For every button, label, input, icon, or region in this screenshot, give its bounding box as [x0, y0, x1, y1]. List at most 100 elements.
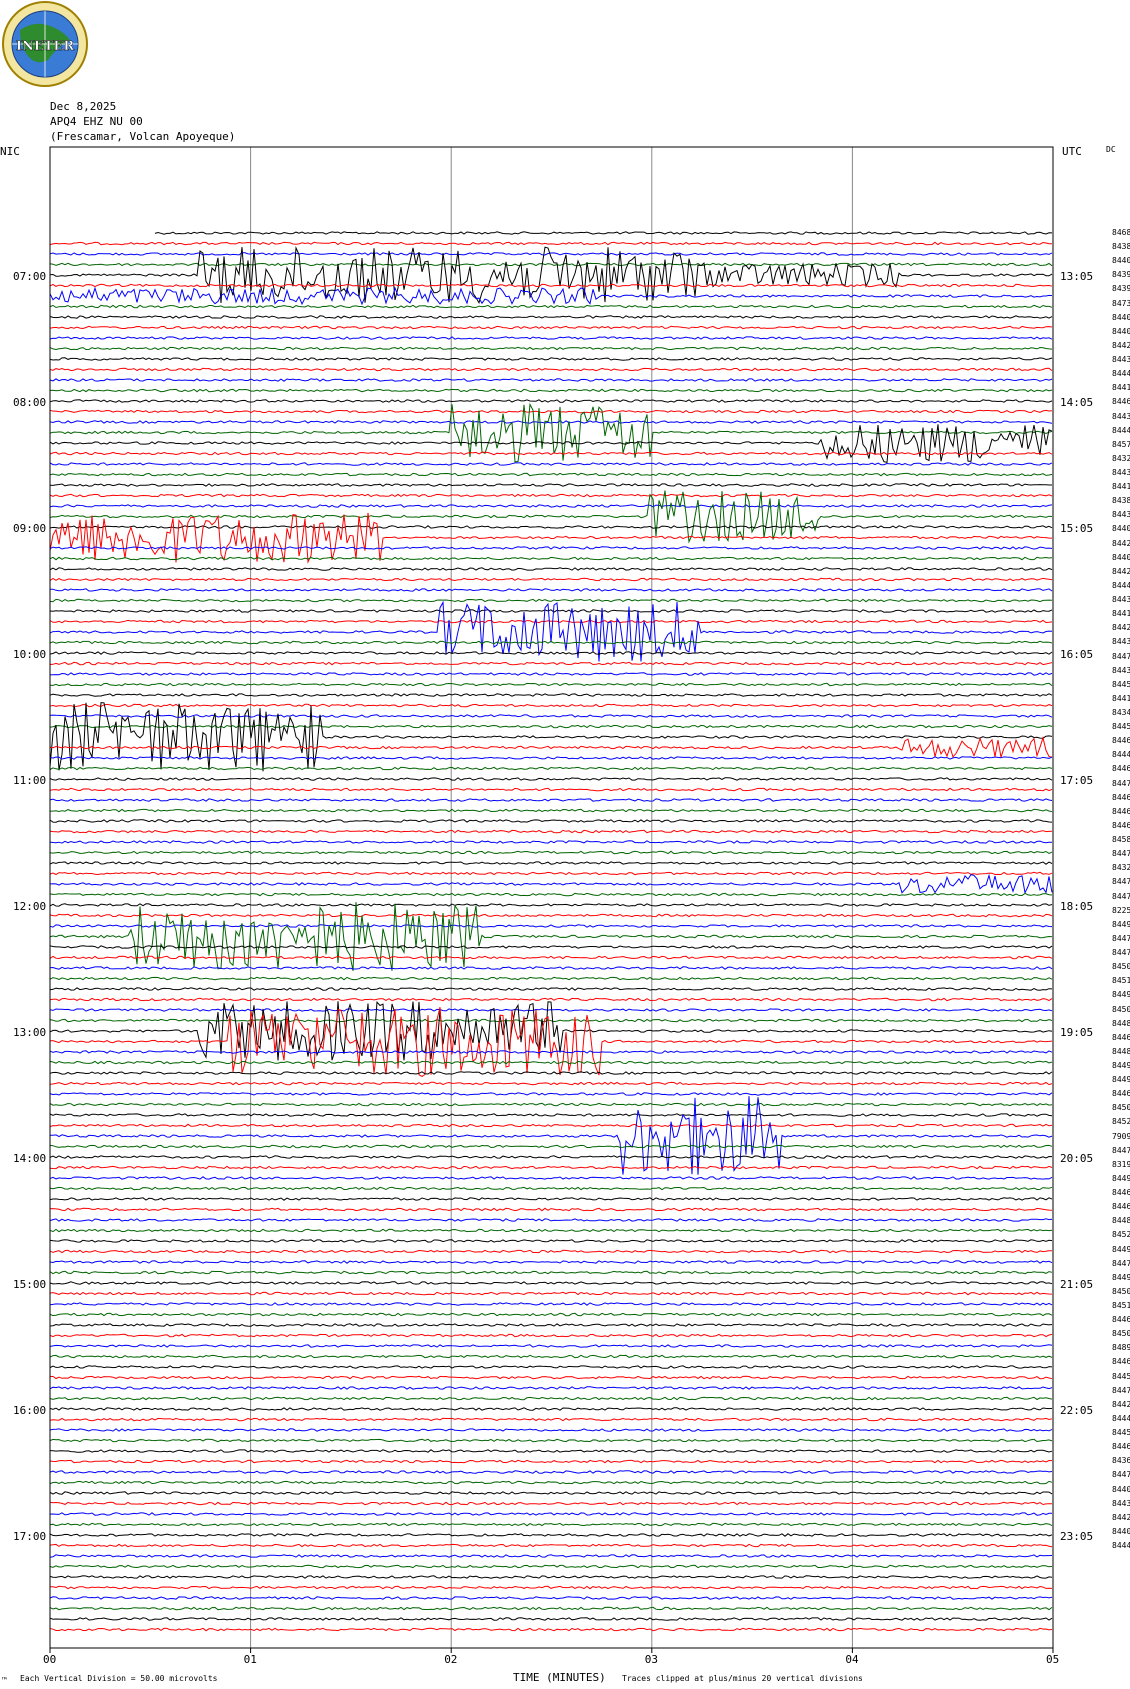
trace-line: [49, 1480, 1053, 1485]
trace-line: [49, 873, 1053, 895]
dc-offset-label: 8489: [1112, 1343, 1130, 1353]
trace-line: [49, 1323, 1053, 1327]
dc-offset-label: 8442: [1112, 340, 1130, 350]
trace-line: [49, 1218, 1053, 1222]
trace-line: [49, 924, 1053, 928]
trace-line: [49, 1459, 1053, 1464]
left-hour-label: 08:00: [13, 396, 47, 409]
dc-offset-label: 8446: [1112, 1202, 1130, 1212]
trace-line: [49, 1365, 1053, 1369]
dc-offset-label: 8445: [1112, 1428, 1130, 1438]
trace-line: [49, 1123, 1053, 1128]
dc-offset-label: 8447: [1112, 1470, 1130, 1480]
trace-line: [49, 798, 1053, 802]
trace-line: [49, 1270, 1053, 1275]
dc-offset-label: 8450: [1112, 1004, 1130, 1014]
dc-offset-label: 8449: [1112, 1244, 1130, 1254]
dc-offset-label: 8443: [1112, 665, 1130, 675]
trace-line: [49, 1144, 1053, 1149]
trace-line: [49, 913, 1053, 918]
trace-line: [49, 1102, 1053, 1107]
dc-offset-label: 8450: [1112, 1103, 1130, 1113]
dc-offset-label: 8447: [1112, 849, 1130, 859]
dc-offset-label: 8445: [1112, 1371, 1130, 1381]
trace-line: [49, 672, 1053, 676]
dc-offset-label: 8448: [1112, 1018, 1130, 1028]
dc-offset-label: 8441: [1112, 482, 1130, 492]
trace-line: [49, 1449, 1053, 1453]
trace-line: [49, 1165, 1053, 1170]
dc-offset-label: 8446: [1112, 1315, 1130, 1325]
clip-note: Traces clipped at plus/minus 20 vertical…: [622, 1674, 863, 1683]
dc-offset-label: 8440: [1112, 326, 1130, 336]
dc-offset-label: 8438: [1112, 496, 1130, 506]
right-hour-label: 18:05: [1060, 900, 1094, 913]
trace-line: [49, 409, 1053, 414]
trace-line: [49, 241, 1053, 246]
dc-offset-label: 8432: [1112, 863, 1130, 873]
dc-offset-label: 8446: [1112, 806, 1130, 816]
location-label: (Frescamar, Volcan Apoyeque): [50, 130, 236, 143]
trace-line: [154, 231, 1053, 235]
trace-line: [49, 567, 1053, 571]
dc-offset-label: 8432: [1112, 453, 1130, 463]
dc-offset-label: 8448: [1112, 1216, 1130, 1226]
left-hour-label: 09:00: [13, 522, 47, 535]
trace-line: [49, 1428, 1053, 1432]
trace-line: [49, 640, 1053, 645]
dc-offset-label: 8457: [1112, 439, 1130, 449]
dc-offset-label: 8446: [1112, 1089, 1130, 1099]
dc-offset-label: 8443: [1112, 1498, 1130, 1508]
trace-line: [49, 420, 1053, 424]
trace-line: [49, 903, 1053, 907]
dc-offset-label: 8450: [1112, 1329, 1130, 1339]
trace-line: [49, 693, 1053, 697]
trace-line: [49, 819, 1053, 823]
dc-offset-label: 8434: [1112, 708, 1130, 718]
dc-offset-label: 8452: [1112, 1117, 1130, 1127]
trace-line: [49, 1113, 1053, 1117]
dc-offset-label: 7909: [1112, 1131, 1130, 1141]
dc-offset-label: 8449: [1112, 990, 1130, 1000]
trace-line: [49, 756, 1053, 760]
dc-offset-label: 8442: [1112, 538, 1130, 548]
dc-offset-label: 8445: [1112, 722, 1130, 732]
x-tick-label-02: 02: [444, 1653, 458, 1666]
dc-offset-label: 8447: [1112, 1258, 1130, 1268]
trace-line: [49, 1281, 1053, 1285]
left-hour-label: 07:00: [13, 270, 47, 283]
trace-line: [49, 902, 1053, 971]
trace-line: [49, 304, 1053, 309]
dc-offset-label: 8440: [1112, 312, 1130, 322]
trace-line: [49, 955, 1053, 960]
trace-line: [49, 840, 1052, 844]
dc-offset-label: 8444: [1112, 580, 1130, 590]
trace-line: [49, 556, 1053, 561]
trace-line: [49, 1096, 1053, 1175]
trace-line: [49, 1302, 1053, 1306]
trace-line: [49, 1008, 1053, 1012]
dc-offset-label: 8225: [1112, 905, 1130, 915]
dc-offset-label: 8446: [1112, 764, 1130, 774]
dc-offset-label: 8447: [1112, 933, 1130, 943]
time-gridlines: [250, 147, 853, 1648]
dc-offset-label: 8445: [1112, 679, 1130, 689]
trace-line: [49, 1354, 1053, 1359]
trace-line: [49, 1291, 1053, 1296]
trace-line: [49, 1018, 1053, 1023]
trace-line: [49, 1596, 1053, 1600]
right-hour-label: 22:05: [1060, 1404, 1094, 1417]
trace-line: [49, 682, 1053, 687]
dc-offset-label: 8444: [1112, 1413, 1130, 1423]
trace-line: [49, 1543, 1053, 1548]
trace-line: [49, 651, 1053, 655]
dc-offset-label: 8440: [1112, 1484, 1130, 1494]
trace-line: [49, 1491, 1053, 1495]
trace-line: [49, 262, 1053, 267]
left-hour-label: 10:00: [13, 648, 47, 661]
trace-line: [50, 808, 1053, 813]
left-hour-label: 15:00: [13, 1278, 47, 1291]
trace-line: [49, 766, 1053, 771]
logo-text: INETER: [16, 39, 74, 54]
dc-offset-label: 8441: [1112, 609, 1130, 619]
